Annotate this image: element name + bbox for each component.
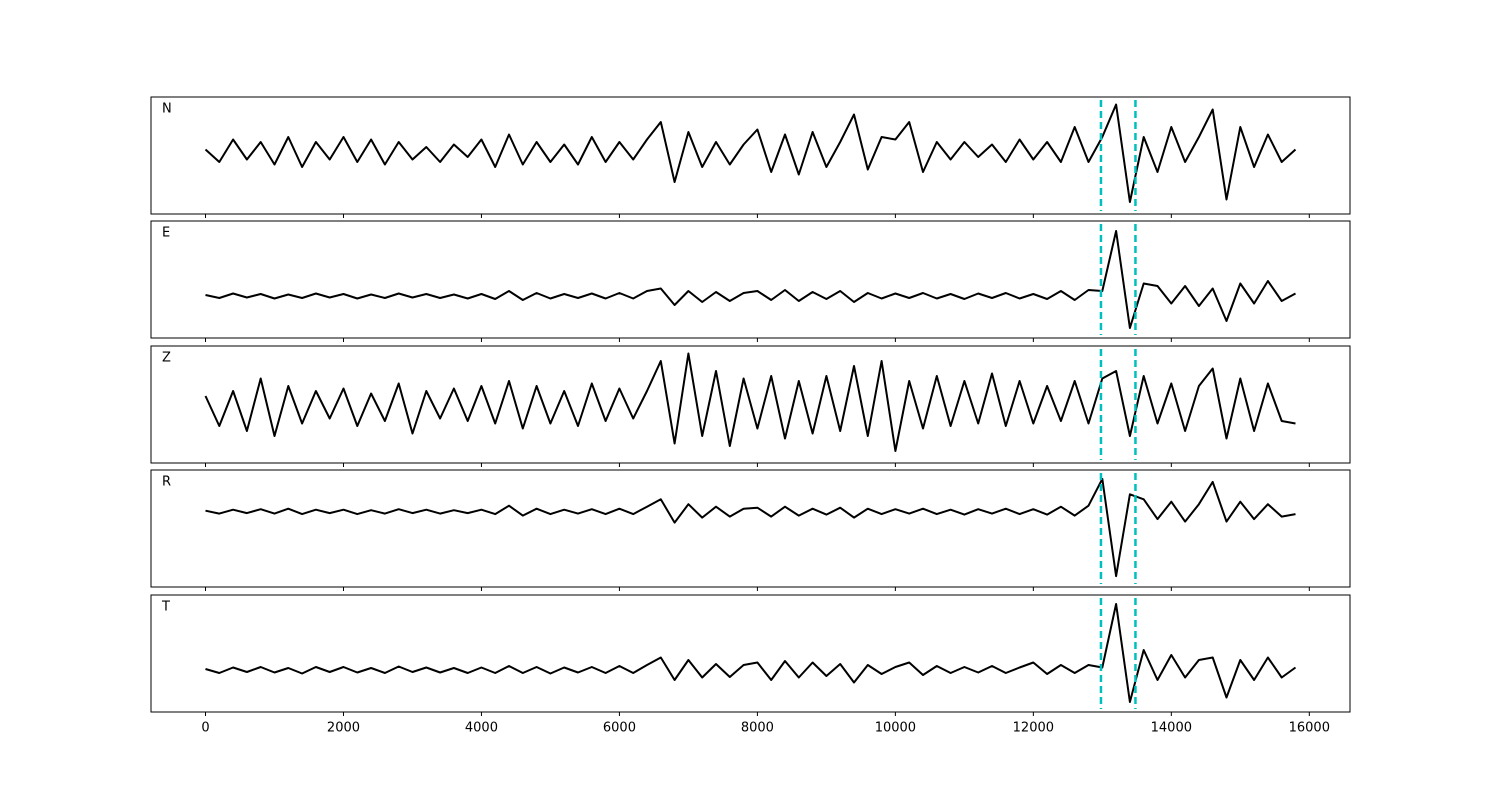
x-tick-label: 0 bbox=[201, 721, 209, 736]
panel-label: R bbox=[162, 475, 171, 490]
trace bbox=[205, 230, 1296, 329]
x-tick-label: 2000 bbox=[327, 721, 360, 736]
panel-label: Z bbox=[162, 351, 171, 366]
x-tick-label: 4000 bbox=[465, 721, 498, 736]
x-tick-label: 10000 bbox=[875, 721, 916, 736]
trace bbox=[204, 352, 1296, 452]
panel-label: T bbox=[161, 600, 170, 615]
axes-frame bbox=[150, 594, 1351, 713]
panel-label: E bbox=[162, 226, 170, 241]
axes-frame bbox=[150, 345, 1351, 464]
trace bbox=[205, 477, 1296, 578]
trace bbox=[205, 603, 1297, 703]
axes-frame bbox=[150, 220, 1351, 339]
x-tick-label: 14000 bbox=[1151, 721, 1192, 736]
axes-frame bbox=[150, 469, 1351, 588]
x-tick-label: 8000 bbox=[741, 721, 774, 736]
trace bbox=[204, 103, 1297, 203]
axes-frame bbox=[150, 96, 1351, 215]
x-tick-label: 12000 bbox=[1013, 721, 1054, 736]
x-tick-label: 6000 bbox=[603, 721, 636, 736]
panel-label: N bbox=[162, 102, 172, 117]
x-tick-label: 16000 bbox=[1289, 721, 1330, 736]
